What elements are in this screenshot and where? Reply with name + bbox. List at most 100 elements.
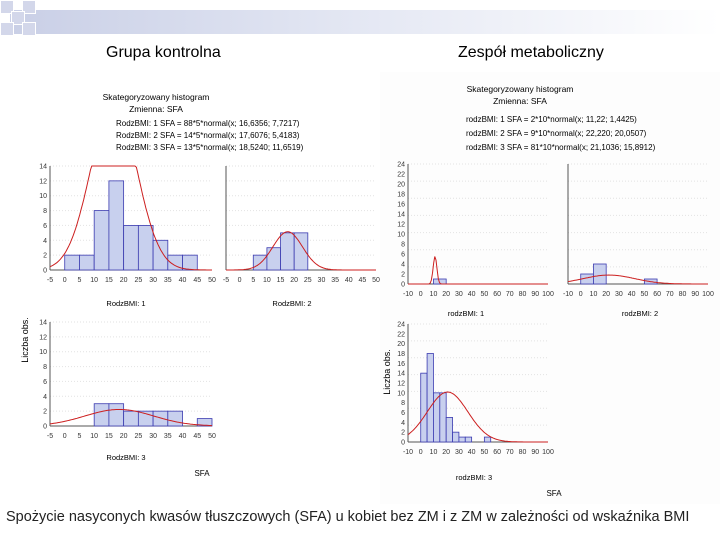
x-tick-label: 40: [179, 433, 187, 440]
x-tick-label: 80: [519, 449, 527, 456]
y-axis-label: Liczba obs.: [382, 349, 392, 395]
y-tick-label: 18: [397, 192, 405, 199]
x-tick-label: 40: [179, 277, 187, 284]
x-tick-label: 40: [468, 449, 476, 456]
x-tick-label: 50: [480, 291, 488, 298]
x-tick-label: 25: [134, 433, 142, 440]
control-group-histogram-panel: Skategoryzowany histogram Zmienna: SFA R…: [16, 80, 384, 490]
histogram-bar: [182, 254, 198, 271]
y-tick-label: 2: [43, 253, 47, 260]
x-tick-label: 45: [193, 277, 201, 284]
x-tick-label: -10: [403, 449, 413, 456]
x-tick-label: 40: [468, 291, 476, 298]
slide-caption: Spożycie nasyconych kwasów tłuszczowych …: [6, 509, 690, 525]
x-axis-label: SFA: [194, 469, 210, 478]
x-tick-label: 100: [542, 291, 554, 298]
histogram-bar: [266, 247, 281, 271]
normal-fit-curve: [49, 409, 213, 427]
x-tick-label: 60: [493, 291, 501, 298]
x-tick-label: 90: [531, 449, 539, 456]
x-tick-label: 5: [78, 433, 82, 440]
y-tick-label: 14: [39, 164, 47, 171]
x-tick-label: -5: [47, 277, 53, 284]
subplot-label: rodzBMI: 3: [456, 473, 492, 482]
x-tick-label: 10: [263, 277, 271, 284]
chart-title: Skategoryzowany histogram: [467, 84, 574, 94]
normal-fit-curve: [49, 165, 212, 271]
y-tick-label: 14: [397, 371, 405, 378]
histogram-bar: [433, 278, 447, 285]
stats-line-1: RodzBMI: 1 SFA = 88*5*normal(x; 16,6356;…: [116, 119, 300, 128]
y-tick-label: 2: [401, 430, 405, 437]
y-tick-label: 8: [401, 242, 405, 249]
y-tick-label: 16: [397, 202, 405, 209]
decor-square: [22, 22, 36, 36]
x-tick-label: 60: [493, 449, 501, 456]
decor-square: [11, 11, 25, 25]
x-tick-label: 0: [579, 291, 583, 298]
y-tick-label: 4: [43, 394, 47, 401]
x-tick-label: 90: [531, 291, 539, 298]
y-tick-label: 18: [397, 351, 405, 358]
y-tick-label: 2: [43, 409, 47, 416]
histogram-bar: [123, 410, 139, 427]
x-tick-label: 30: [615, 291, 623, 298]
subplot-label: RodzBMI: 2: [272, 299, 311, 308]
x-tick-label: -10: [563, 291, 573, 298]
x-tick-label: 30: [455, 291, 463, 298]
stats-line-2: rodzBMI: 2 SFA = 9*10*normal(x; 22,220; …: [466, 129, 647, 138]
x-tick-label: 50: [208, 433, 216, 440]
histogram-bar: [93, 210, 110, 271]
metabolic-syndrome-histogram-panel: Skategoryzowany histogram Zmienna: SFA r…: [380, 72, 720, 504]
x-tick-label: 20: [120, 433, 128, 440]
x-tick-label: 80: [679, 291, 687, 298]
x-tick-label: 20: [290, 277, 298, 284]
x-tick-label: 15: [105, 433, 113, 440]
y-tick-label: 0: [401, 440, 405, 447]
x-tick-label: 20: [120, 277, 128, 284]
histogram-bar: [64, 254, 80, 271]
x-tick-label: 70: [506, 449, 514, 456]
x-tick-label: 100: [702, 291, 714, 298]
x-tick-label: 50: [208, 277, 216, 284]
x-tick-label: 35: [164, 277, 172, 284]
y-tick-label: 10: [39, 193, 47, 200]
x-tick-label: 0: [419, 291, 423, 298]
x-tick-label: 20: [442, 449, 450, 456]
x-tick-label: 40: [345, 277, 353, 284]
histogram-bar: [433, 392, 441, 443]
y-tick-label: 14: [397, 212, 405, 219]
x-tick-label: 10: [90, 277, 98, 284]
subplot-label: RodzBMI: 3: [106, 453, 145, 462]
left-panel-title: Grupa kontrolna: [106, 44, 221, 61]
x-tick-label: 30: [149, 433, 157, 440]
y-axis-label: Liczba obs.: [20, 317, 30, 363]
histogram-bar: [152, 410, 169, 427]
y-tick-label: 22: [397, 331, 405, 338]
y-tick-label: 10: [397, 390, 405, 397]
y-tick-label: 6: [401, 252, 405, 259]
control-group-histogram: Skategoryzowany histogram Zmienna: SFA R…: [20, 92, 380, 478]
y-tick-label: 4: [401, 420, 405, 427]
y-tick-label: 20: [397, 182, 405, 189]
y-tick-label: 22: [397, 172, 405, 179]
x-tick-label: 35: [331, 277, 339, 284]
x-tick-label: 30: [318, 277, 326, 284]
normal-fit-curve: [567, 274, 708, 285]
x-tick-label: 45: [193, 433, 201, 440]
histogram-bar: [196, 418, 213, 427]
x-tick-label: 0: [238, 277, 242, 284]
x-tick-label: 80: [519, 291, 527, 298]
y-tick-label: 12: [39, 178, 47, 185]
decor-square: [22, 0, 36, 14]
metabolic-syndrome-histogram: Skategoryzowany histogram Zmienna: SFA r…: [382, 84, 714, 498]
right-panel-title: Zespół metaboliczny: [458, 44, 604, 61]
x-tick-label: 35: [164, 433, 172, 440]
y-tick-label: 8: [43, 208, 47, 215]
y-tick-label: 2: [401, 272, 405, 279]
y-tick-label: 6: [43, 223, 47, 230]
histogram-bar: [152, 239, 169, 271]
x-axis-label: SFA: [546, 489, 562, 498]
x-tick-label: 50: [372, 277, 380, 284]
y-tick-label: 4: [401, 262, 405, 269]
